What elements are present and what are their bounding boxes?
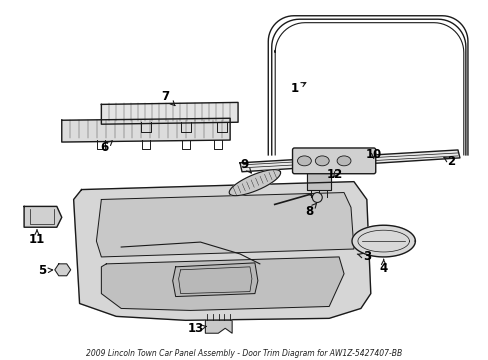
Polygon shape [96,193,353,257]
Text: 1: 1 [290,82,305,95]
Polygon shape [351,225,414,257]
Ellipse shape [336,156,350,166]
Polygon shape [101,257,344,310]
Ellipse shape [297,156,311,166]
Text: 7: 7 [162,90,175,105]
Text: 5: 5 [38,264,53,277]
Text: 6: 6 [100,141,112,154]
Text: 2: 2 [443,156,454,168]
Text: 12: 12 [326,168,343,181]
Polygon shape [172,263,257,297]
Text: 9: 9 [240,158,251,173]
Polygon shape [307,170,330,190]
Ellipse shape [315,156,328,166]
Polygon shape [74,182,370,320]
Text: 3: 3 [357,251,370,264]
Polygon shape [229,170,280,196]
Polygon shape [101,102,238,124]
Text: 2009 Lincoln Town Car Panel Assembly - Door Trim Diagram for AW1Z-5427407-BB: 2009 Lincoln Town Car Panel Assembly - D… [86,348,401,357]
Text: 4: 4 [379,260,387,275]
Polygon shape [205,320,232,333]
Polygon shape [55,264,71,276]
Text: 10: 10 [365,148,381,161]
Text: 11: 11 [29,230,45,246]
Polygon shape [24,206,61,227]
Circle shape [312,193,322,202]
Text: 8: 8 [305,203,316,218]
FancyBboxPatch shape [292,148,375,174]
Text: 13: 13 [187,322,206,335]
Polygon shape [240,150,459,172]
Polygon shape [61,118,230,142]
